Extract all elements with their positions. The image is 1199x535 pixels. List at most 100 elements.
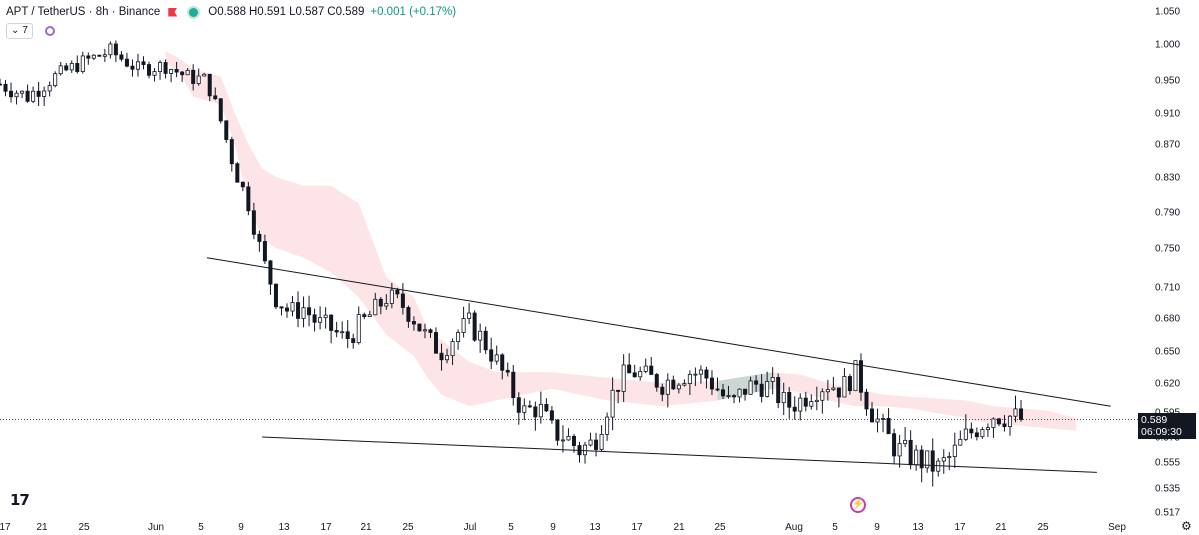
candle-body bbox=[384, 303, 389, 307]
candle-body bbox=[268, 260, 273, 285]
candle-body bbox=[367, 314, 372, 317]
candle-body bbox=[318, 317, 323, 323]
candle-body bbox=[218, 98, 223, 122]
candle-body bbox=[693, 373, 698, 376]
candle-body bbox=[870, 408, 875, 423]
candle-body bbox=[494, 354, 499, 362]
candle-body bbox=[257, 233, 262, 242]
candle-body bbox=[329, 314, 334, 331]
candle-body bbox=[478, 330, 483, 341]
candle-body bbox=[323, 314, 328, 319]
gear-icon[interactable]: ⚙ bbox=[1181, 519, 1192, 533]
candle-body bbox=[914, 449, 919, 466]
candle-body bbox=[163, 62, 168, 74]
candle-body bbox=[417, 323, 422, 332]
candle-body bbox=[0, 83, 3, 86]
candle-body bbox=[483, 330, 488, 351]
candle-body bbox=[991, 418, 996, 429]
time-axis[interactable]: 17 21 25 Jun 5 9 13 17 21 25 Jul 5 9 13 17 21 25 Aug 5 9 13 1… bbox=[0, 522, 1126, 533]
y-tick-label: 1.000 bbox=[1155, 40, 1180, 51]
candle-body bbox=[461, 318, 466, 333]
candle-body bbox=[682, 383, 687, 386]
candle-body bbox=[836, 387, 841, 398]
symbol-title[interactable]: APT / TetherUS · 8h · Binance bbox=[6, 6, 161, 18]
x-tick-label: 21 bbox=[360, 522, 372, 533]
y-tick-label: 0.710 bbox=[1155, 283, 1180, 294]
y-tick-label: 0.620 bbox=[1155, 379, 1180, 390]
x-tick-label: 21 bbox=[36, 522, 48, 533]
trendline-lower[interactable] bbox=[262, 436, 1097, 473]
candle-body bbox=[202, 73, 207, 77]
candle-body bbox=[886, 417, 891, 435]
candle-body bbox=[97, 54, 102, 57]
candle-body bbox=[632, 372, 637, 378]
candle-body bbox=[627, 364, 632, 374]
candle-body bbox=[42, 90, 47, 97]
candle-body bbox=[610, 389, 615, 418]
candle-body bbox=[400, 293, 405, 308]
candle-body bbox=[538, 403, 543, 418]
candle-body bbox=[240, 181, 245, 188]
x-tick-label: Jul bbox=[464, 522, 477, 533]
current-price-tag: 0.589 06:09:30 bbox=[1138, 413, 1196, 439]
chevron-down-icon: ⌄ bbox=[11, 25, 20, 36]
x-tick-label: 13 bbox=[589, 522, 601, 533]
tradingview-logo[interactable]: 17 bbox=[10, 491, 30, 509]
ichimoku-cloud bbox=[165, 51, 1077, 431]
candle-body bbox=[91, 54, 96, 59]
candle-body bbox=[36, 90, 41, 97]
candle-body bbox=[14, 92, 19, 98]
candle-body bbox=[340, 331, 345, 334]
candle-body bbox=[958, 438, 963, 446]
y-tick-label: 0.830 bbox=[1155, 173, 1180, 184]
candles bbox=[0, 40, 1024, 487]
candle-body bbox=[665, 379, 670, 395]
candle-body bbox=[108, 43, 113, 56]
x-tick-label: 9 bbox=[874, 522, 880, 533]
candle-body bbox=[549, 410, 554, 421]
candle-body bbox=[362, 314, 367, 317]
x-tick-label: 25 bbox=[78, 522, 90, 533]
candle-body bbox=[152, 71, 157, 76]
symbol-header: APT / TetherUS · 8h · Binance O0.588 H0.… bbox=[6, 3, 456, 21]
candle-body bbox=[732, 395, 737, 398]
candle-body bbox=[676, 384, 681, 390]
candle-body bbox=[809, 401, 814, 407]
candle-body bbox=[555, 419, 560, 441]
indicators-toggle-button[interactable]: ⌄ 7 bbox=[6, 23, 33, 39]
candle-body bbox=[467, 312, 472, 319]
y-tick-label: 0.910 bbox=[1155, 109, 1180, 120]
candle-body bbox=[500, 354, 505, 371]
candle-body bbox=[963, 428, 968, 440]
candle-body bbox=[196, 75, 201, 84]
candle-body bbox=[930, 450, 935, 472]
trendline-upper[interactable] bbox=[206, 257, 1111, 407]
x-tick-label: 25 bbox=[402, 522, 414, 533]
indicator-loading-icon[interactable] bbox=[44, 26, 55, 36]
candle-body bbox=[560, 439, 565, 442]
candle-body bbox=[284, 307, 289, 312]
candle-body bbox=[3, 83, 8, 92]
candle-body bbox=[185, 69, 190, 76]
cloud-bearish bbox=[165, 51, 1077, 431]
x-tick-label: 13 bbox=[912, 522, 924, 533]
candle-body bbox=[875, 418, 880, 423]
candle-body bbox=[654, 374, 659, 388]
price-axis[interactable]: 1.050 1.000 0.950 0.910 0.870 0.830 0.790 0.750… bbox=[1155, 7, 1180, 519]
trendlines[interactable] bbox=[206, 257, 1111, 473]
flag-icon[interactable] bbox=[168, 7, 178, 17]
candle-body bbox=[787, 391, 792, 408]
candle-body bbox=[58, 65, 63, 75]
lightning-icon[interactable]: ⚡ bbox=[850, 497, 866, 513]
candle-body bbox=[726, 395, 731, 397]
candle-body bbox=[511, 371, 516, 399]
candle-body bbox=[69, 63, 74, 71]
x-tick-label: 5 bbox=[198, 522, 204, 533]
candle-body bbox=[643, 365, 648, 372]
candle-body bbox=[814, 399, 819, 402]
y-tick-label: 0.650 bbox=[1155, 347, 1180, 358]
candle-body bbox=[892, 433, 897, 457]
candle-body bbox=[229, 139, 234, 165]
candle-body bbox=[25, 90, 30, 102]
